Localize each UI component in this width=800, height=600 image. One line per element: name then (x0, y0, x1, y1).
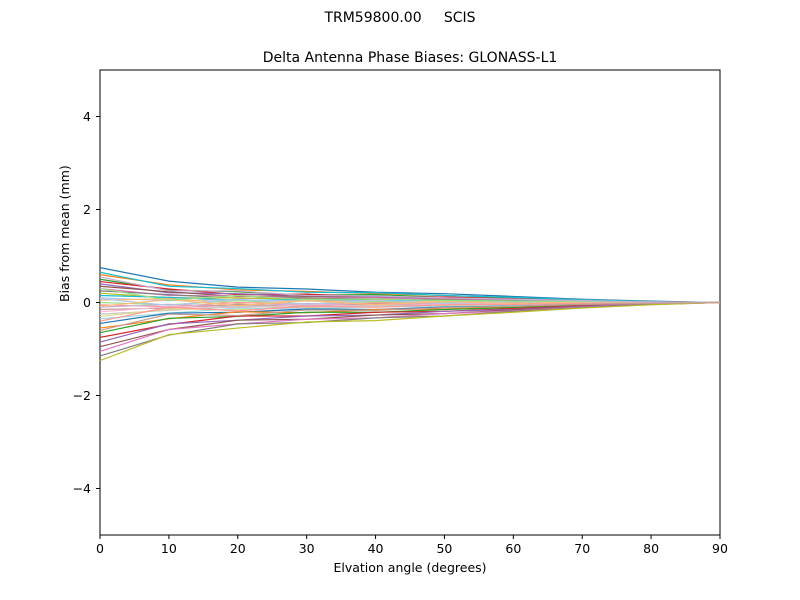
x-tick-label: 10 (161, 541, 177, 556)
y-tick-label: 4 (83, 109, 91, 124)
x-tick-label: 40 (368, 541, 384, 556)
series-line (99, 301, 721, 322)
series-line (99, 271, 721, 304)
x-tick-label: 30 (299, 541, 315, 556)
series-line (99, 301, 721, 362)
x-tick-label: 50 (436, 541, 452, 556)
x-tick-label: 0 (96, 541, 104, 556)
y-tick-label: −2 (73, 388, 91, 403)
x-tick-label: 60 (505, 541, 521, 556)
x-tick-label: 20 (230, 541, 246, 556)
y-tick-label: 2 (83, 202, 91, 217)
x-tick-label: 80 (643, 541, 659, 556)
x-axis-label: Elvation angle (degrees) (333, 560, 487, 575)
series-line (99, 301, 721, 331)
y-tick-label: −4 (73, 481, 91, 496)
x-tick-label: 70 (574, 541, 590, 556)
axes-title: Delta Antenna Phase Biases: GLONASS-L1 (262, 50, 558, 66)
series-line (99, 276, 721, 304)
y-tick-label: 0 (83, 295, 91, 310)
x-tick-label: 90 (712, 541, 728, 556)
figure-title: TRM59800.00 SCIS (324, 10, 476, 26)
